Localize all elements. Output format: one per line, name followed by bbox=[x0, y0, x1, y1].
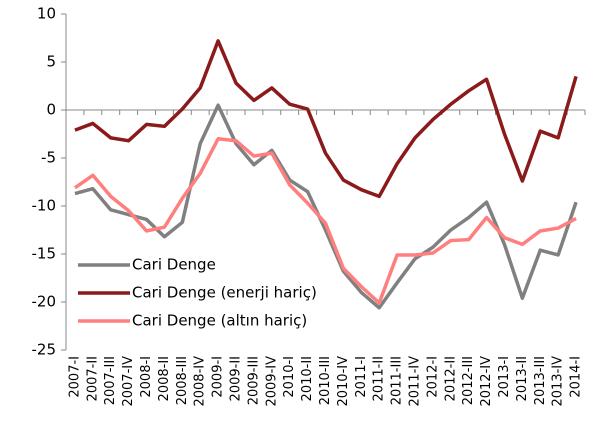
x-tick-label: 2013-II bbox=[515, 356, 530, 401]
x-tick-label: 2007-III bbox=[103, 356, 118, 405]
y-tick-label: -25 bbox=[32, 341, 57, 359]
x-tick-label: 2008-I bbox=[139, 356, 154, 398]
x-tick-label: 2009-III bbox=[246, 356, 261, 405]
y-tick-label: 0 bbox=[46, 101, 56, 119]
y-tick-label: 10 bbox=[37, 5, 56, 23]
series-line bbox=[74, 103, 578, 310]
x-tick-label: 2010-I bbox=[282, 356, 297, 398]
y-tick-label: -10 bbox=[32, 197, 57, 215]
x-tick-label: 2010-II bbox=[300, 356, 315, 401]
x-tick-label: 2011-III bbox=[390, 356, 405, 405]
x-tick-label: 2009-I bbox=[211, 356, 226, 398]
series-line bbox=[74, 39, 578, 199]
x-tick-label: 2012-III bbox=[461, 356, 476, 405]
y-tick-label: -5 bbox=[41, 149, 56, 167]
x-tick-label: 2012-I bbox=[425, 356, 440, 398]
legend-label: Cari Denge bbox=[132, 256, 216, 274]
x-tick-label: 2013-III bbox=[533, 356, 548, 405]
x-tick-label: 2007-IV bbox=[121, 356, 136, 407]
x-tick-label: 2008-IV bbox=[193, 356, 208, 407]
x-tick-label: 2012-II bbox=[443, 356, 458, 401]
y-tick-label: 5 bbox=[46, 53, 56, 71]
legend-label: Cari Denge (altın hariç) bbox=[132, 312, 307, 330]
x-tick-label: 2009-IV bbox=[264, 356, 279, 407]
x-tick-label: 2008-II bbox=[157, 356, 172, 401]
x-tick-label: 2010-IV bbox=[336, 356, 351, 407]
legend-label: Cari Denge (enerji hariç) bbox=[132, 284, 317, 302]
x-tick-label: 2009-II bbox=[229, 356, 244, 401]
x-tick-label: 2008-III bbox=[175, 356, 190, 405]
x-tick-label: 2010-III bbox=[318, 356, 333, 405]
x-tick-label: 2007-I bbox=[67, 356, 82, 398]
x-tick-label: 2011-II bbox=[372, 356, 387, 401]
x-tick-label: 2011-IV bbox=[407, 356, 422, 407]
x-tick-label: 2007-II bbox=[85, 356, 100, 401]
x-tick-label: 2011-I bbox=[354, 356, 369, 398]
x-tick-label: 2013-IV bbox=[551, 356, 566, 407]
y-tick-label: -20 bbox=[32, 293, 57, 311]
x-tick-label: 2013-I bbox=[497, 356, 512, 398]
series-line bbox=[73, 137, 577, 305]
y-tick-label: -15 bbox=[32, 245, 57, 263]
x-tick-label: 2014-I bbox=[569, 356, 584, 398]
x-tick-label: 2012-IV bbox=[479, 356, 494, 407]
